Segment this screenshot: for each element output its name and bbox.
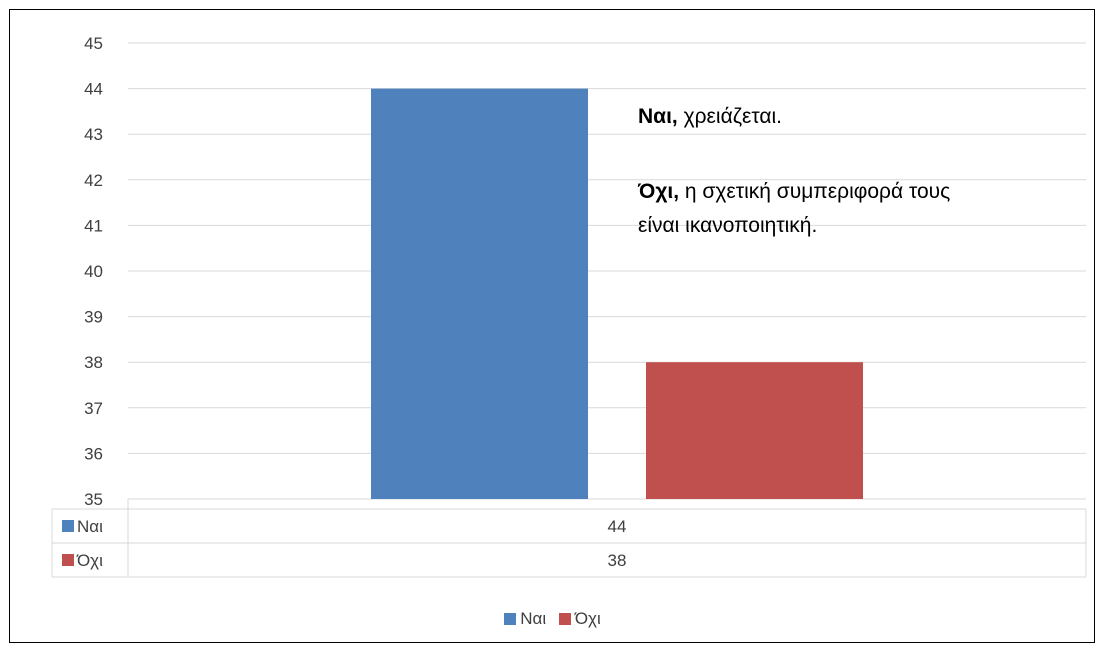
table-label-yes: Ναι bbox=[77, 517, 103, 536]
annotation-yes-text: χρειάζεται. bbox=[677, 105, 782, 128]
legend: Ναι Όχι bbox=[0, 609, 1105, 630]
y-tick-label: 42 bbox=[84, 171, 103, 190]
annotation-yes-bold: Ναι, bbox=[638, 105, 678, 128]
table-swatch-no bbox=[62, 554, 74, 566]
table-label-no: Όχι bbox=[76, 551, 103, 570]
legend-item-no: Όχι bbox=[558, 609, 601, 629]
y-tick-label: 35 bbox=[84, 490, 103, 509]
annotation-line2: Όχι, η σχετική συμπεριφορά τους bbox=[638, 177, 950, 207]
y-tick-label: 39 bbox=[84, 308, 103, 327]
y-tick-label: 43 bbox=[84, 125, 103, 144]
annotation-no-text: η σχετική συμπεριφορά τους bbox=[679, 180, 951, 203]
table-swatch-yes bbox=[62, 520, 74, 532]
annotation-no-text-cont: είναι ικανοποιητική. bbox=[638, 214, 818, 237]
bar-no bbox=[646, 362, 863, 499]
y-tick-label: 38 bbox=[84, 353, 103, 372]
y-tick-label: 36 bbox=[84, 444, 103, 463]
table-value-no: 38 bbox=[608, 551, 627, 570]
legend-label-yes: Ναι bbox=[520, 609, 547, 628]
table-value-yes: 44 bbox=[608, 517, 627, 536]
legend-label-no: Όχι bbox=[574, 609, 601, 628]
legend-swatch-yes bbox=[504, 613, 517, 625]
annotation-line1: Ναι, χρειάζεται. bbox=[638, 102, 782, 132]
legend-swatch-no bbox=[558, 613, 571, 625]
y-tick-label: 41 bbox=[84, 216, 103, 235]
y-tick-label: 44 bbox=[84, 80, 103, 99]
annotation-line3: είναι ικανοποιητική. bbox=[638, 211, 817, 241]
bar-yes bbox=[371, 88, 588, 499]
y-tick-label: 40 bbox=[84, 262, 103, 281]
annotation-no-bold: Όχι, bbox=[638, 180, 680, 203]
y-tick-label: 37 bbox=[84, 399, 103, 418]
legend-item-yes: Ναι bbox=[504, 609, 546, 629]
y-tick-label: 45 bbox=[84, 34, 103, 53]
